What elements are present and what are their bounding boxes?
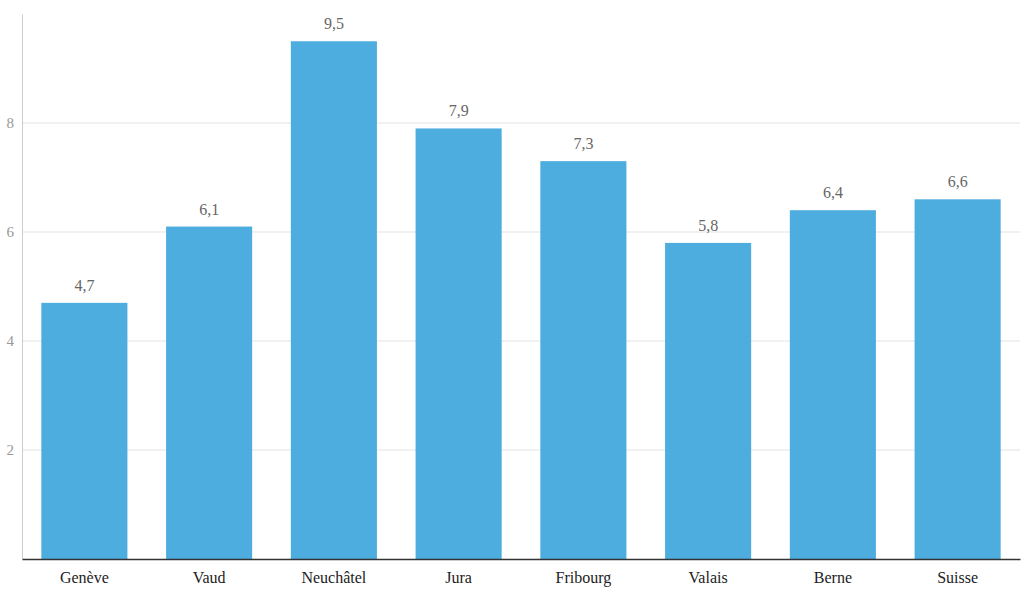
- x-tick-label: Berne: [814, 569, 852, 586]
- bar: [790, 210, 876, 559]
- x-tick: Vaud: [193, 559, 226, 586]
- y-tick: 8: [7, 115, 23, 131]
- x-tick: Genève: [60, 559, 109, 586]
- data-labels: 4,7 6,1 9,5 7,9 7,3 5,8 6,4 6,6: [74, 15, 967, 294]
- data-label: 4,7: [74, 277, 94, 294]
- y-axis: 2 4 6 8: [7, 15, 23, 560]
- x-tick: Suisse: [937, 559, 978, 586]
- y-tick-label: 8: [7, 115, 15, 131]
- x-tick-label: Suisse: [937, 569, 978, 586]
- chart-svg: 2 4 6 8 Genève Vaud Neuchâtel Jura Fribourg Valai…: [0, 0, 1024, 607]
- chart-container: 2 4 6 8 Genève Vaud Neuchâtel Jura Fribourg Valai…: [0, 0, 1024, 607]
- x-tick: Fribourg: [556, 559, 612, 587]
- data-label: 5,8: [698, 217, 718, 234]
- x-tick-label: Valais: [689, 569, 728, 586]
- data-label: 9,5: [324, 15, 344, 32]
- x-tick: Jura: [445, 559, 472, 586]
- bar: [665, 243, 751, 559]
- x-axis: Genève Vaud Neuchâtel Jura Fribourg Valais Ber…: [23, 559, 1021, 587]
- bar: [41, 303, 127, 559]
- y-tick-label: 6: [7, 224, 15, 240]
- y-tick-label: 2: [7, 442, 15, 458]
- bar: [291, 41, 377, 559]
- bar: [540, 161, 626, 559]
- data-label: 7,3: [573, 135, 593, 152]
- x-tick-label: Fribourg: [556, 569, 612, 587]
- data-label: 6,4: [823, 184, 843, 201]
- y-tick: 6: [7, 224, 23, 240]
- bar: [915, 199, 1001, 559]
- data-label: 6,1: [199, 201, 219, 218]
- grid-line: [22, 123, 1020, 124]
- y-tick: 4: [7, 333, 23, 349]
- y-axis-line: [22, 15, 23, 560]
- x-tick: Berne: [814, 559, 852, 586]
- y-tick-label: 4: [7, 333, 15, 349]
- x-tick-label: Vaud: [193, 569, 226, 586]
- x-tick-label: Genève: [60, 569, 109, 586]
- bar: [416, 128, 502, 559]
- bars: [41, 41, 1000, 559]
- x-axis-line: [23, 559, 1021, 561]
- data-label: 7,9: [449, 102, 469, 119]
- data-label: 6,6: [948, 173, 968, 190]
- x-tick-label: Neuchâtel: [301, 569, 366, 586]
- x-tick-label: Jura: [445, 569, 472, 586]
- bar: [166, 227, 252, 559]
- x-tick: Valais: [689, 559, 728, 586]
- y-tick: 2: [7, 442, 23, 458]
- x-tick: Neuchâtel: [301, 559, 366, 586]
